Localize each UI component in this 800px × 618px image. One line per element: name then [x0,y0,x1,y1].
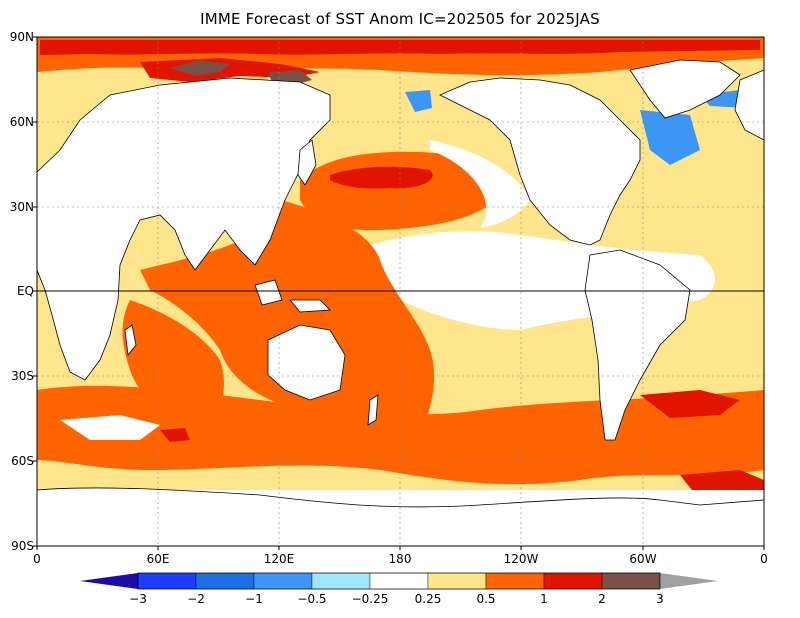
y-label-90n: 90N [9,30,34,44]
colorbar-label: −2 [187,592,205,606]
new-guinea [289,299,331,313]
colorbar-cell [311,572,371,590]
colorbar-label: −3 [129,592,147,606]
colorbar-cell [369,572,429,590]
colorbar-label: 2 [598,592,606,606]
ne-pacific-neutral [430,140,530,228]
x-label-120w: 120W [503,552,539,566]
colorbar-label: 0.25 [414,592,442,606]
madagascar [124,324,137,356]
map-field [37,37,764,546]
europe-east-edge [734,69,764,141]
s-indian-hot-patch [160,428,190,442]
x-label-180: 180 [388,552,412,566]
s-indian-neutral-patch [60,415,160,440]
colorbar-label: −0.5 [297,592,327,606]
y-label-60n: 60N [9,115,34,129]
west-pacific-warm [140,200,435,440]
colorbar-min-arrow [80,573,138,589]
graticule [37,37,764,546]
land-masses [37,59,764,546]
x-label-0-end: 0 [760,552,768,566]
colorbar-cell [601,572,661,590]
colorbar-cell [253,572,313,590]
kara-sea-extreme [170,60,230,76]
s-atlantic-hot [640,390,740,418]
colorbar-max-arrow [660,573,718,589]
y-label-60s: 60S [11,454,34,468]
colorbar-cell [427,572,487,590]
y-label-90s: 90S [11,539,34,553]
antarctica [37,487,764,546]
x-label-60w: 60W [629,552,657,566]
map-title: IMME Forecast of SST Anom IC=202505 for … [200,10,600,28]
colorbar-label: 0.5 [476,592,496,606]
x-label-60e: 60E [146,552,170,566]
colorbar-label: −1 [245,592,263,606]
borneo [254,279,283,306]
south-america [584,249,691,441]
axis-ticks [33,36,765,550]
x-label-0: 0 [33,552,41,566]
southern-ocean-warm [37,385,764,485]
colorbar-cell [543,572,603,590]
japan [297,139,317,186]
n-atlantic-cold [640,110,700,165]
bering-cold [405,90,432,112]
colorbar [80,572,718,590]
y-label-eq: EQ [16,284,34,298]
colorbar-cell [195,572,255,590]
colorbar-cells [137,572,661,590]
greenland [629,59,741,119]
colorbar-cell [137,572,197,590]
colorbar-cell [485,572,545,590]
x-label-120e: 120E [263,552,295,566]
north-america [439,77,641,246]
new-zealand [367,394,379,426]
colorbar-label: 1 [540,592,548,606]
y-label-30n: 30N [9,200,34,214]
colorbar-frame [137,572,661,590]
colorbar-label: −0.25 [351,592,389,606]
north-pacific-hot [330,166,433,189]
colorbar-label: 3 [656,592,664,606]
australia [267,324,346,401]
y-label-30s: 30S [11,369,34,383]
